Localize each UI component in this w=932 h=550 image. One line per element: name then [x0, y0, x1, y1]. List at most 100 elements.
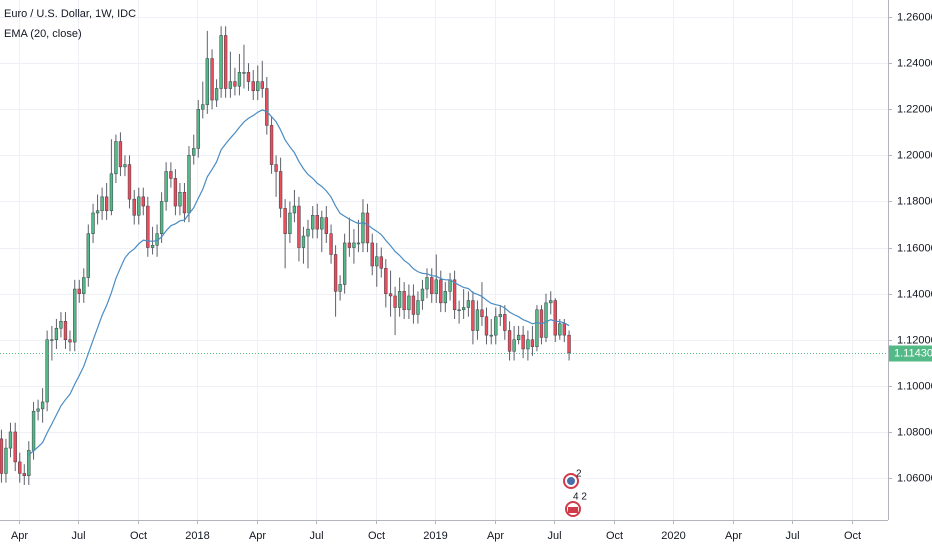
candle-body: [118, 141, 123, 168]
candle-body: [109, 173, 114, 211]
candle-body: [22, 473, 26, 476]
ema-line: [28, 109, 570, 456]
candle-body: [365, 212, 370, 244]
candle-body: [297, 205, 301, 248]
last-price-badge: [889, 345, 932, 362]
candle-body: [292, 205, 297, 214]
candle-body: [347, 242, 352, 248]
indicator-legend: EMA (20, close): [4, 28, 82, 40]
y-tick-label: 1.22000: [897, 103, 932, 115]
candle-body: [324, 217, 328, 234]
y-tick-label: 1.16000: [897, 242, 932, 254]
candle-body: [251, 81, 255, 92]
candle-body: [223, 35, 228, 89]
candle-body: [283, 208, 287, 234]
grid: [0, 0, 888, 520]
candle-body: [471, 300, 475, 331]
candle-body: [237, 72, 242, 87]
candle-body: [8, 431, 13, 449]
candle-body: [530, 339, 535, 347]
candle-body: [192, 148, 196, 156]
candle-body: [228, 81, 233, 89]
candle-body: [123, 164, 127, 168]
candle-body: [59, 321, 63, 329]
event-icon-inner: [567, 477, 575, 485]
candle-body: [269, 125, 274, 165]
x-tick-label: Jul: [547, 530, 561, 542]
candle-body: [384, 268, 388, 294]
candle-body: [301, 235, 306, 248]
candle-body: [558, 323, 562, 336]
candle-body: [315, 215, 319, 230]
candle-body: [306, 228, 310, 237]
candle-body: [150, 244, 155, 248]
labels: 1.06000 1.08000 1.10000 1.12000 1.14000 1.160…: [11, 11, 932, 542]
candle-body: [104, 196, 109, 211]
x-tick-label: 2020: [661, 530, 685, 542]
candle-body: [82, 277, 86, 294]
candle-body: [164, 171, 168, 202]
candle-body: [448, 279, 452, 292]
candle-body: [516, 334, 521, 341]
x-tick-label: Jul: [785, 530, 799, 542]
candle-body: [127, 164, 132, 200]
candle-body: [498, 314, 502, 317]
event-markers: 2 4 2: [563, 469, 587, 517]
candle-body: [489, 334, 493, 337]
y-tick-label: 1.20000: [897, 149, 932, 161]
candle-body: [443, 291, 447, 304]
candle-body: [553, 300, 557, 336]
candle-body: [352, 242, 356, 248]
candle-body: [370, 242, 374, 267]
y-tick-label: 1.08000: [897, 426, 932, 438]
candle-body: [535, 309, 539, 347]
candle-body: [420, 288, 425, 301]
candle-body: [27, 450, 31, 476]
candle-body: [13, 431, 17, 463]
candle-body: [475, 309, 480, 331]
candle-body: [333, 254, 338, 292]
candle-body: [544, 302, 548, 338]
candle-body: [187, 155, 191, 214]
candle-body: [375, 256, 379, 267]
candle-body: [219, 35, 223, 89]
candle-body: [196, 109, 200, 149]
x-tick-label: Apr: [725, 530, 742, 542]
candle-body: [288, 212, 292, 234]
candle-body: [141, 196, 145, 207]
candle-body: [457, 309, 461, 312]
candle-body: [549, 300, 553, 304]
candle-body: [0, 438, 4, 474]
candle-body: [45, 339, 49, 403]
candle-body: [329, 233, 333, 255]
candle-body: [260, 81, 264, 89]
candle-body: [311, 215, 315, 230]
candle-body: [214, 88, 219, 101]
candle-body: [132, 198, 136, 216]
candle-body: [320, 217, 324, 230]
candle-body: [146, 205, 150, 248]
candle-body: [114, 141, 118, 175]
candle-body: [91, 212, 95, 234]
event-count: 2: [576, 469, 582, 480]
chart-title: Euro / U.S. Dollar, 1W, IDC: [4, 8, 136, 20]
candle-body: [256, 81, 260, 92]
x-tick-label: Oct: [368, 530, 385, 542]
candle-body: [50, 339, 54, 342]
candle-body: [461, 307, 466, 311]
candle-body: [379, 256, 383, 269]
candle-body: [201, 104, 205, 110]
candle-body: [388, 293, 393, 297]
candle-body: [361, 212, 365, 244]
candle-body: [95, 210, 100, 214]
candle-body: [73, 288, 77, 343]
candle-body: [411, 295, 416, 315]
candle-body: [562, 323, 566, 336]
y-tick-label: 1.14000: [897, 288, 932, 300]
candle-body: [526, 339, 530, 350]
candle-body: [205, 58, 209, 105]
plot: [0, 26, 888, 485]
candle-body: [452, 279, 457, 311]
